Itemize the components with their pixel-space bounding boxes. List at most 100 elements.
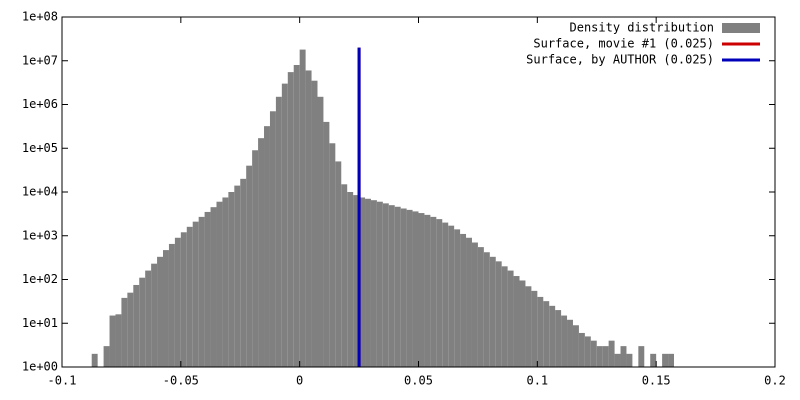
bar (614, 353, 621, 367)
bar (370, 200, 377, 367)
bar (329, 143, 336, 367)
bar (668, 353, 674, 367)
bar (620, 346, 627, 367)
y-tick-label: 1e+00 (22, 360, 58, 374)
bar (394, 206, 401, 367)
bar (388, 205, 395, 367)
bar (501, 266, 508, 367)
bar (507, 270, 514, 367)
bar (240, 178, 247, 367)
bar (483, 252, 490, 367)
legend-swatch (722, 23, 760, 33)
bar (335, 161, 342, 367)
bar (365, 198, 371, 367)
bar (180, 232, 187, 367)
bar (513, 276, 520, 367)
bar (275, 96, 282, 367)
bar (531, 290, 538, 367)
bar (216, 201, 223, 367)
x-tick-label: 0.1 (526, 374, 548, 388)
y-tick-label: 1e+01 (22, 316, 58, 330)
bar (258, 138, 265, 367)
y-tick-label: 1e+08 (22, 10, 58, 24)
bar (466, 237, 472, 367)
bar (662, 353, 669, 367)
bar (602, 346, 609, 367)
bar (359, 197, 366, 367)
y-tick-label: 1e+07 (22, 53, 58, 67)
bar (287, 72, 294, 367)
bar (608, 340, 615, 367)
bar (549, 305, 556, 367)
bar (543, 301, 550, 367)
bar (638, 346, 645, 367)
bar (442, 222, 449, 367)
x-tick-label: 0.05 (404, 374, 433, 388)
bar (192, 221, 199, 367)
bar (157, 256, 164, 367)
bar (561, 315, 568, 367)
bar (519, 280, 526, 367)
bar (91, 353, 98, 367)
bar (430, 216, 437, 367)
bar (572, 325, 579, 367)
bar (204, 211, 211, 367)
bar (424, 214, 431, 367)
bar (477, 247, 484, 367)
bar (578, 332, 585, 367)
bar (317, 96, 324, 367)
bar (567, 319, 573, 367)
bar (412, 211, 419, 367)
y-tick-label: 1e+04 (22, 185, 58, 199)
bar (293, 64, 300, 368)
bar (584, 336, 591, 367)
bar (596, 346, 603, 367)
bar (269, 111, 276, 367)
bar (109, 315, 116, 367)
bar (626, 353, 633, 367)
bar (525, 286, 532, 367)
bar (471, 242, 478, 367)
bar (210, 207, 217, 367)
bar (121, 297, 128, 367)
x-tick-label: 0.15 (642, 374, 671, 388)
bar (347, 192, 354, 367)
bar (489, 256, 496, 367)
bar (186, 226, 193, 367)
bar (460, 233, 467, 367)
x-tick-label: -0.1 (48, 374, 77, 388)
legend-label: Surface, by AUTHOR (0.025) (526, 53, 714, 67)
bar (590, 340, 597, 367)
bar (281, 83, 288, 367)
bar (198, 216, 205, 367)
bar (400, 208, 407, 367)
y-tick-label: 1e+05 (22, 141, 58, 155)
bar (234, 185, 241, 367)
bar (145, 270, 152, 367)
legend-label: Density distribution (570, 21, 715, 35)
bar (127, 292, 134, 367)
bar (537, 296, 544, 367)
bar (151, 263, 158, 367)
bar (323, 121, 330, 367)
bar (448, 225, 455, 367)
bar (454, 229, 461, 367)
bar (246, 165, 253, 367)
bar (341, 184, 348, 367)
bar (174, 237, 181, 367)
x-tick-label: 0 (296, 374, 303, 388)
bar (436, 219, 443, 367)
legend-label: Surface, movie #1 (0.025) (533, 37, 714, 51)
bar (311, 80, 318, 367)
bar (133, 284, 140, 367)
bar (168, 243, 175, 367)
x-tick-label: 0.2 (764, 374, 786, 388)
bar (495, 261, 502, 367)
y-tick-label: 1e+03 (22, 228, 58, 242)
bar (406, 209, 413, 367)
bar (103, 346, 110, 367)
bar (252, 150, 259, 367)
bar (376, 201, 383, 367)
bar (382, 203, 389, 367)
